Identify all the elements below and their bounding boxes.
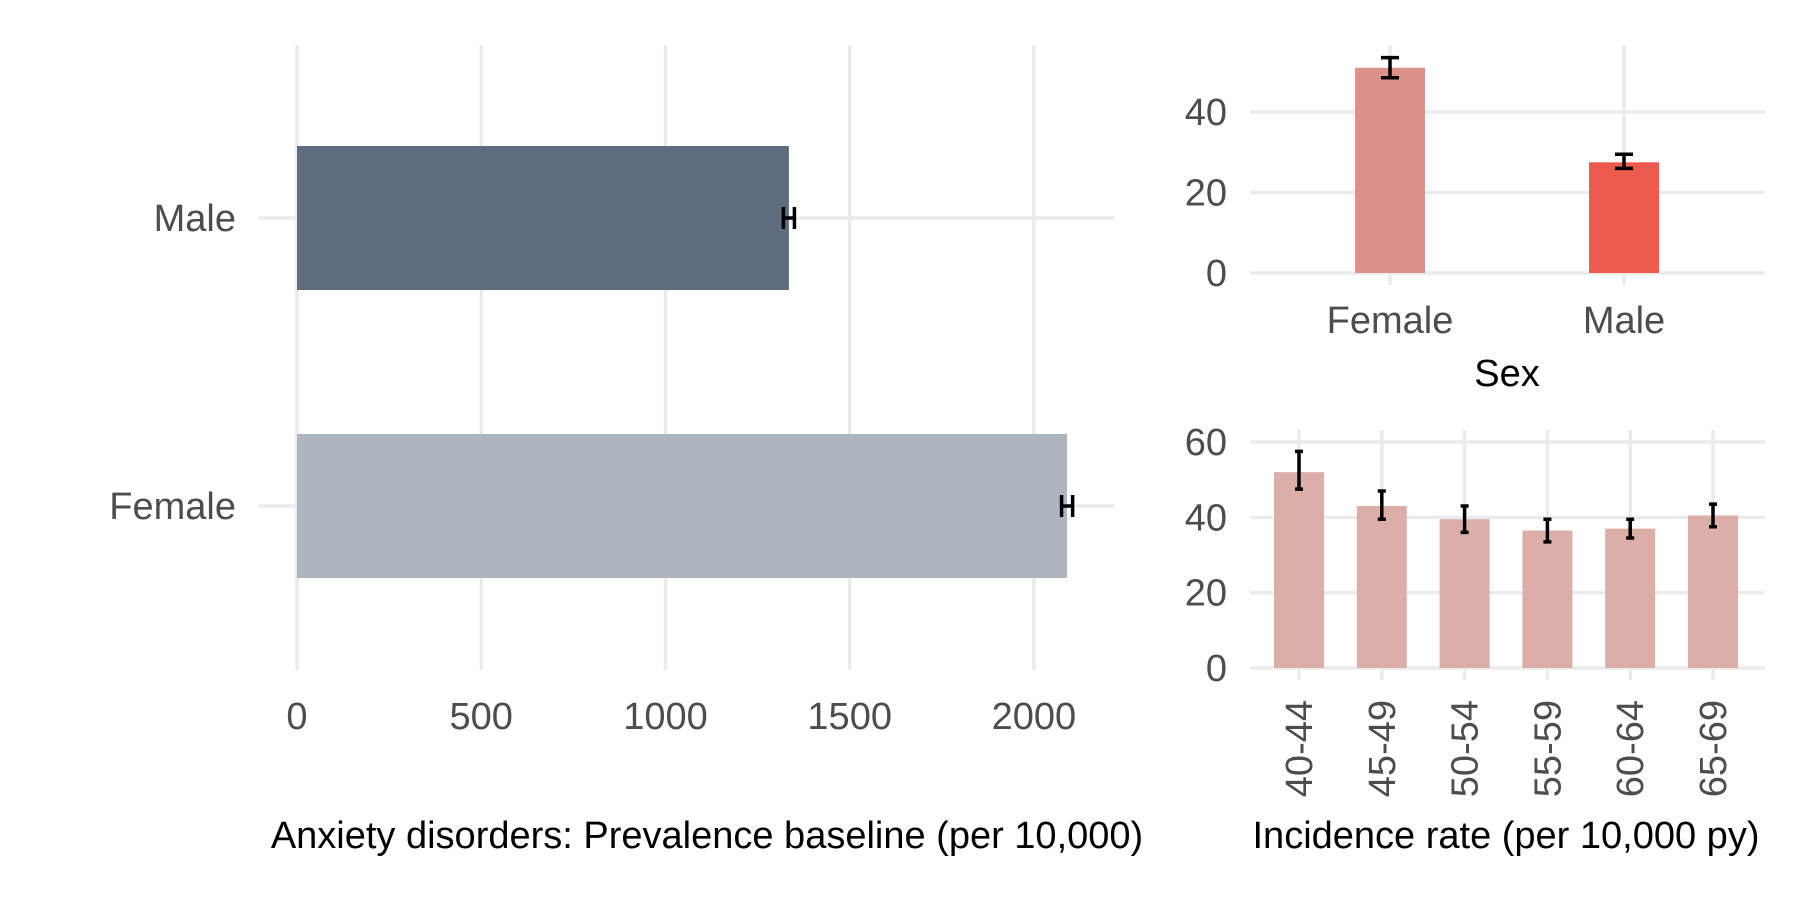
age-x-tick-40-44: 40-44 xyxy=(1279,700,1321,797)
prevalence-x-tick: 500 xyxy=(450,696,513,738)
prevalence-errorbar-male xyxy=(781,207,797,229)
age-bar-60-64 xyxy=(1605,528,1656,668)
age-bar-40-44 xyxy=(1274,472,1324,668)
age-errorbar-40-44 xyxy=(1295,449,1303,491)
prevalence-x-tick: 2000 xyxy=(992,696,1077,738)
age-x-tick-55-59: 55-59 xyxy=(1527,700,1569,797)
prevalence-x-axis-title: Anxiety disorders: Prevalence baseline (… xyxy=(271,815,1143,857)
age-y-tick: 40 xyxy=(1185,497,1227,539)
prevalence-bar-male xyxy=(297,146,789,290)
age-errorbar-55-59 xyxy=(1543,517,1552,544)
prevalence-y-tick-male: Male xyxy=(154,198,236,240)
sex-bar-male xyxy=(1589,162,1659,273)
age-errorbar-50-54 xyxy=(1460,504,1469,535)
sex-x-tick-female: Female xyxy=(1327,300,1454,342)
sex-gridlines xyxy=(1250,45,1765,285)
prevalence-panel: Female Male 0 500 1000 1500 2000 Anxiety disord… xyxy=(109,45,1143,857)
age-errorbar-45-49 xyxy=(1377,489,1386,521)
age-bar-65-69 xyxy=(1688,515,1738,668)
age-y-tick: 0 xyxy=(1206,648,1227,690)
sex-y-tick: 0 xyxy=(1206,253,1227,295)
prevalence-x-tick: 1500 xyxy=(807,696,892,738)
age-x-tick-50-54: 50-54 xyxy=(1445,700,1487,797)
prevalence-y-tick-female: Female xyxy=(109,486,236,528)
sex-x-axis-title: Sex xyxy=(1474,353,1539,395)
age-bar-45-49 xyxy=(1356,506,1407,668)
sex-errorbar-female xyxy=(1381,55,1399,80)
age-x-tick-60-64: 60-64 xyxy=(1610,700,1652,797)
prevalence-bar-female xyxy=(297,434,1068,578)
age-errorbar-60-64 xyxy=(1626,517,1635,540)
age-bar-55-59 xyxy=(1522,530,1573,668)
prevalence-errorbar-female xyxy=(1059,495,1075,517)
age-y-tick: 60 xyxy=(1185,422,1227,464)
age-gridlines xyxy=(1250,430,1765,680)
age-y-tick: 20 xyxy=(1185,573,1227,615)
age-errorbar-65-69 xyxy=(1709,502,1717,529)
prevalence-x-tick: 0 xyxy=(286,696,307,738)
age-x-axis-title: Incidence rate (per 10,000 py) xyxy=(1253,815,1760,857)
sex-y-tick: 20 xyxy=(1185,173,1227,215)
sex-y-tick: 40 xyxy=(1185,92,1227,134)
age-x-tick-45-49: 45-49 xyxy=(1362,700,1404,797)
sex-errorbar-male xyxy=(1615,152,1633,171)
age-bar-50-54 xyxy=(1439,519,1490,668)
age-x-tick-65-69: 65-69 xyxy=(1693,700,1735,797)
sex-panel: Female Male 0 20 40 Sex xyxy=(1185,45,1765,395)
prevalence-x-tick: 1000 xyxy=(623,696,708,738)
sex-bar-female xyxy=(1355,67,1425,273)
sex-x-tick-male: Male xyxy=(1583,300,1665,342)
age-panel: 40-44 45-49 50-54 55-59 60-64 65-69 0 20 40 60 Inc… xyxy=(1185,422,1765,857)
